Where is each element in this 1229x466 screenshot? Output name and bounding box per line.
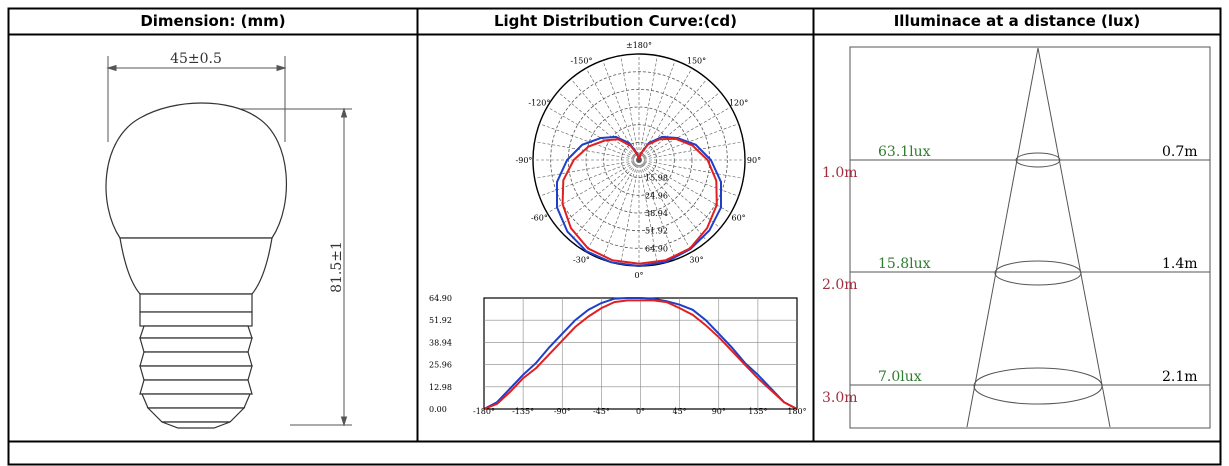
- linear-y-tick: 51.92: [429, 316, 452, 325]
- polar-spoke: [585, 159, 640, 252]
- width-dimension-label: 45±0.5: [170, 51, 222, 67]
- polar-angle-label: ±180°: [626, 41, 652, 50]
- polar-spoke: [638, 106, 731, 161]
- polar-angle-label: -120°: [528, 99, 550, 108]
- dimension-header: Dimension: (mm): [140, 12, 286, 30]
- linear-x-tick: -135°: [512, 407, 534, 416]
- linear-series-1: [483, 299, 798, 410]
- light-curve-header: Light Distribution Curve:(cd): [493, 12, 738, 30]
- polar-spoke: [638, 60, 676, 161]
- lux-value-3m: 7.0lux: [878, 369, 922, 385]
- polar-angle-label: -30°: [573, 256, 590, 265]
- lux-value-2m: 15.8lux: [878, 256, 931, 272]
- polar-angle-label: -90°: [516, 156, 533, 165]
- distance-1m: 1.0m: [822, 165, 858, 181]
- polar-spoke: [602, 60, 640, 161]
- polar-ring-label: 64.90: [645, 244, 668, 253]
- polar-spoke: [638, 159, 721, 229]
- polar-spoke: [620, 55, 640, 161]
- polar-angle-label: 0°: [634, 271, 643, 280]
- linear-x-tick: 180°: [787, 407, 806, 416]
- polar-series-0: [556, 135, 722, 268]
- polar-spoke: [570, 159, 640, 242]
- polar-spoke: [620, 159, 640, 265]
- diameter-2m: 1.4m: [1162, 256, 1198, 272]
- polar-spoke: [638, 159, 708, 242]
- polar-series-1: [561, 137, 718, 265]
- polar-angle-label: 90°: [747, 156, 761, 165]
- polar-angle-label: -150°: [571, 56, 593, 65]
- beam-ellipse-3m: [973, 367, 1103, 405]
- diameter-1m: 0.7m: [1162, 144, 1198, 160]
- polar-spoke: [534, 159, 640, 179]
- polar-ring-label: 24.96: [645, 191, 668, 200]
- linear-x-tick: -90°: [554, 407, 571, 416]
- polar-spoke: [638, 159, 744, 179]
- linear-x-tick: 90°: [712, 407, 726, 416]
- linear-x-tick: 135°: [748, 407, 767, 416]
- polar-spoke: [638, 91, 721, 161]
- polar-spoke: [638, 159, 676, 260]
- linear-x-tick: -45°: [593, 407, 610, 416]
- polar-spoke: [638, 159, 658, 265]
- polar-angle-label: 150°: [687, 56, 706, 65]
- polar-angle-label: 120°: [729, 99, 748, 108]
- polar-spoke: [557, 91, 640, 161]
- polar-spoke: [547, 159, 640, 214]
- linear-x-tick: 45°: [673, 407, 687, 416]
- polar-spoke: [539, 123, 640, 161]
- polar-spoke: [638, 159, 731, 214]
- polar-spoke: [557, 159, 640, 229]
- polar-angle-label: 30°: [689, 256, 703, 265]
- polar-spoke: [638, 159, 693, 252]
- illuminance-header: Illuminace at a distance (lux): [893, 12, 1141, 30]
- polar-spoke: [602, 159, 640, 260]
- lux-value-1m: 63.1lux: [878, 144, 931, 160]
- linear-y-tick: 0.00: [429, 405, 447, 414]
- beam-ellipse-1m: [1015, 152, 1061, 168]
- distance-2m: 2.0m: [822, 277, 858, 293]
- beam-ellipse-2m: [994, 260, 1082, 286]
- bulb-outline: [105, 102, 287, 429]
- polar-spoke: [547, 106, 640, 161]
- linear-y-tick: 64.90: [429, 294, 452, 303]
- polar-spoke: [638, 159, 739, 197]
- polar-spoke: [638, 123, 739, 161]
- polar-angle-label: 60°: [732, 214, 746, 223]
- polar-ring-label: 38.94: [645, 209, 668, 218]
- polar-spoke: [570, 78, 640, 161]
- polar-ring: [550, 71, 728, 249]
- polar-spoke: [638, 141, 744, 161]
- linear-x-tick: -180°: [473, 407, 495, 416]
- polar-spoke: [539, 159, 640, 197]
- distance-3m: 3.0m: [822, 390, 858, 406]
- height-dimension-label: 81.5±1: [329, 241, 345, 293]
- diameter-3m: 2.1m: [1162, 369, 1198, 385]
- polar-angle-label: -60°: [531, 214, 548, 223]
- linear-x-tick: 0°: [636, 407, 645, 416]
- linear-y-tick: 25.96: [429, 361, 452, 370]
- linear-series-0: [483, 297, 798, 410]
- polar-spoke: [534, 141, 640, 161]
- linear-y-tick: 38.94: [429, 338, 452, 347]
- linear-y-tick: 12.98: [429, 383, 452, 392]
- polar-ring-label: 51.92: [645, 227, 668, 236]
- polar-spoke: [638, 78, 708, 161]
- polar-ring-label: 15.98: [645, 174, 668, 183]
- polar-spoke: [638, 55, 658, 161]
